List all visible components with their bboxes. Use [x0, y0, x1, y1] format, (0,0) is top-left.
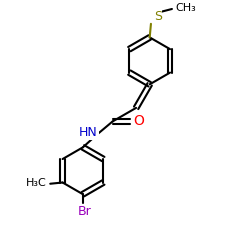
- Text: H₃C: H₃C: [26, 178, 47, 188]
- Text: S: S: [154, 10, 162, 24]
- Text: HN: HN: [79, 126, 98, 139]
- Text: O: O: [134, 114, 144, 128]
- Text: CH₃: CH₃: [175, 3, 196, 13]
- Text: Br: Br: [77, 204, 91, 218]
